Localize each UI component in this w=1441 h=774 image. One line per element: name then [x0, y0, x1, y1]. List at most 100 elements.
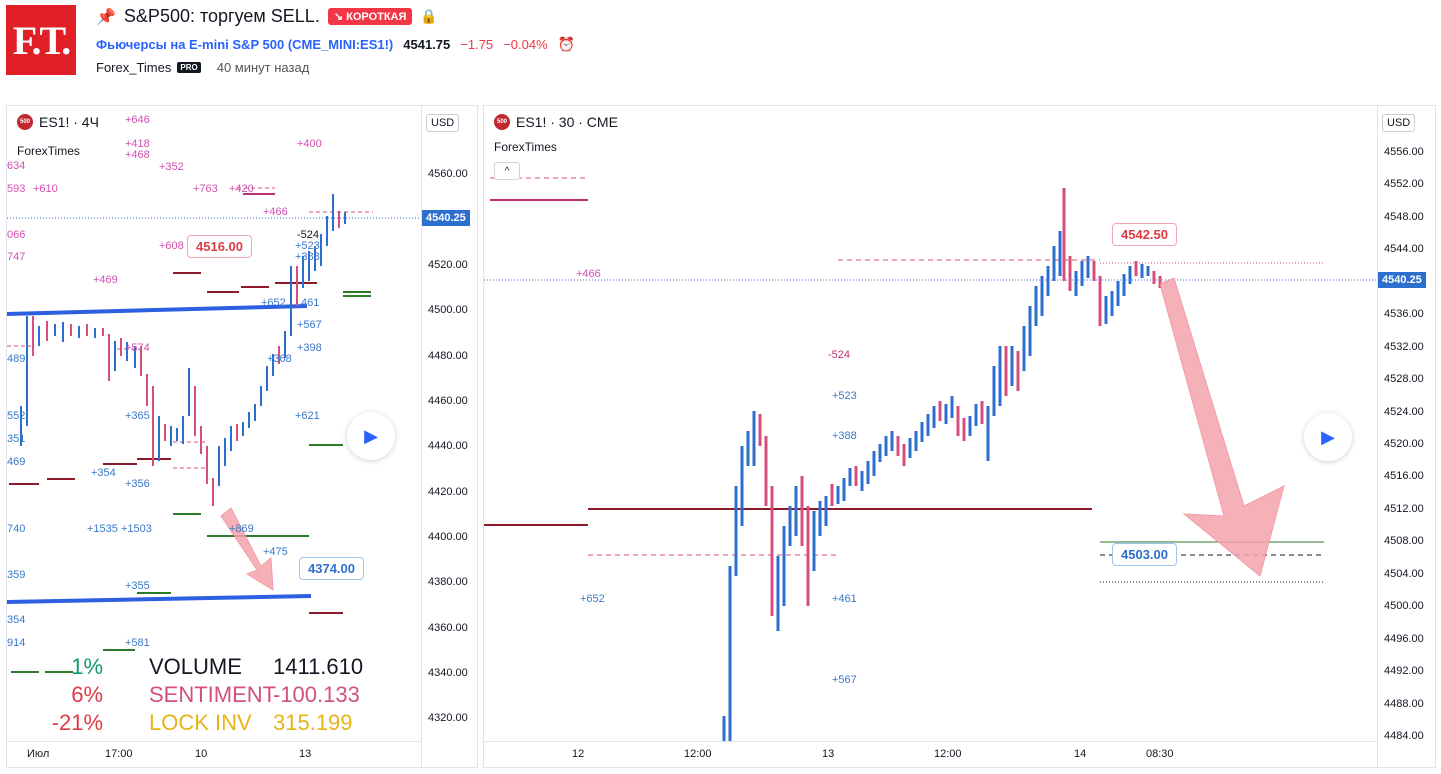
ann: +356 — [125, 478, 150, 490]
ann: +523 — [832, 390, 857, 402]
ann: +365 — [125, 410, 150, 422]
author-logo[interactable]: F.T. — [6, 5, 76, 75]
price-tick: 4420.00 — [428, 486, 468, 498]
alarm-clock-icon[interactable]: ⏰ — [557, 36, 576, 52]
price-tick: 4508.00 — [1384, 535, 1424, 547]
play-button[interactable]: ▶ — [1304, 413, 1352, 461]
price-change: −1.75 — [460, 37, 494, 52]
ann: 552 — [7, 410, 26, 422]
right-indicator-label: ForexTimes — [494, 140, 557, 154]
price-tick: 4380.00 — [428, 576, 468, 588]
left-candles — [20, 194, 346, 506]
price-tick: 4560.00 — [428, 168, 468, 180]
stat-label: VOLUME — [149, 654, 242, 679]
logo-text: F.T. — [12, 17, 72, 63]
time-label: 13 — [299, 748, 312, 760]
left-price-axis[interactable]: USD 4560.00 4540.25 4520.00 4500.00 4480… — [422, 105, 478, 768]
symbol-name: Фьючерсы на E-mini S&P 500 — [96, 37, 285, 52]
stats-row-sentiment: 6% SENTIMENT -100.133 — [7, 682, 421, 710]
right-chart-panel[interactable]: 500 ES1! · 30 · CME ForexTimes ^ +466 -5… — [483, 105, 1378, 768]
right-chart-canvas[interactable] — [484, 106, 1378, 768]
price-tick: 4320.00 — [428, 712, 468, 724]
left-chart-panel[interactable]: 500 ES1! · 4Ч ForexTimes +646 +418 +468 … — [6, 105, 422, 768]
ann: +418 — [125, 138, 150, 150]
time-label: 14 — [1074, 748, 1087, 760]
price-tick: 4480.00 — [428, 350, 468, 362]
ann: -524 — [828, 349, 851, 361]
price-tick: 4544.00 — [1384, 243, 1424, 255]
price-tick: 4488.00 — [1384, 698, 1424, 710]
time-label: 12:00 — [684, 748, 712, 760]
ann: -524 — [297, 229, 320, 241]
callout-high[interactable]: 4516.00 — [187, 235, 252, 258]
author-name[interactable]: Forex_Times — [96, 60, 172, 75]
ann: +652 — [261, 297, 286, 309]
stats-row-lock-inv: -21% LOCK INV 315.199 — [7, 710, 421, 738]
ann: +523 — [295, 240, 320, 252]
stat-value: 1411.610 — [273, 654, 364, 679]
idea-header: F.T. 📌 S&P500: торгуем SELL. ↘ КОРОТКАЯ … — [0, 0, 1441, 100]
currency-selector[interactable]: USD — [1382, 114, 1416, 132]
title-row: 📌 S&P500: торгуем SELL. ↘ КОРОТКАЯ 🔒 — [96, 6, 438, 27]
lock-icon: 🔒 — [420, 8, 438, 24]
right-legend[interactable]: 500 ES1! · 30 · CME — [494, 114, 618, 130]
ann: +646 — [125, 114, 150, 126]
ann: +355 — [125, 580, 150, 592]
es-symbol-icon: 500 — [17, 114, 33, 130]
ann: +388 — [295, 251, 320, 263]
price-tick: 4528.00 — [1384, 373, 1424, 385]
stat-value: -100.133 — [273, 682, 360, 707]
price-tick: 4360.00 — [428, 622, 468, 634]
play-button[interactable]: ▶ — [347, 412, 395, 460]
es-symbol-icon: 500 — [494, 114, 510, 130]
ann: +475 — [263, 546, 288, 558]
price-tick: 4340.00 — [428, 667, 468, 679]
left-chart-canvas[interactable] — [7, 106, 422, 768]
stat-label: LOCK INV — [149, 710, 252, 735]
stat-label: SENTIMENT — [149, 682, 277, 707]
time-label: 12 — [572, 748, 585, 760]
collapse-button[interactable]: ^ — [494, 162, 520, 180]
currency-selector[interactable]: USD — [426, 114, 460, 132]
ann: 634 — [7, 160, 26, 172]
price-tick: 4512.00 — [1384, 503, 1424, 515]
ann: +621 — [295, 410, 320, 422]
ann: +398 — [297, 342, 322, 354]
ann: 593 — [7, 183, 26, 195]
ann: 066 — [7, 229, 26, 241]
left-legend[interactable]: 500 ES1! · 4Ч — [17, 114, 99, 130]
price-tick: 4524.00 — [1384, 406, 1424, 418]
play-icon: ▶ — [364, 425, 378, 446]
ann: +567 — [297, 319, 322, 331]
ann: +461 — [832, 593, 857, 605]
price-tick: 4400.00 — [428, 531, 468, 543]
ann: 461 — [301, 297, 320, 309]
time-label: 10 — [195, 748, 208, 760]
callout-low[interactable]: 4503.00 — [1112, 543, 1177, 566]
time-label: 08:30 — [1146, 748, 1174, 760]
ann: +352 — [159, 161, 184, 173]
price-tick: 4440.00 — [428, 440, 468, 452]
callout-low[interactable]: 4374.00 — [299, 557, 364, 580]
ann: +1535 +1503 — [87, 523, 152, 535]
right-time-axis[interactable]: 12 12:00 13 12:00 14 08:30 — [484, 741, 1377, 767]
symbol-link[interactable]: Фьючерсы на E-mini S&P 500 (CME_MINI:ES1… — [96, 37, 393, 52]
stat-pct: -21% — [51, 710, 103, 735]
ann: +469 — [93, 274, 118, 286]
price-tick: 4484.00 — [1384, 730, 1424, 742]
callout-high[interactable]: 4542.50 — [1112, 223, 1177, 246]
ann: 469 — [7, 456, 26, 468]
ann: +400 — [297, 138, 322, 150]
left-time-axis[interactable]: Июл 17:00 10 13 — [7, 741, 421, 767]
price-tick: 4532.00 — [1384, 341, 1424, 353]
right-price-axis[interactable]: USD 4556.00 4552.00 4548.00 4544.00 4540… — [1378, 105, 1436, 768]
ann: +354 — [91, 467, 116, 479]
play-icon: ▶ — [1321, 426, 1335, 447]
time-label: 12:00 — [934, 748, 962, 760]
ann: +420 — [229, 183, 254, 195]
ann: +574 — [125, 342, 150, 354]
price-tick: 4516.00 — [1384, 470, 1424, 482]
ann: +466 — [263, 206, 288, 218]
stat-pct: 6% — [71, 682, 103, 707]
stat-value: 315.199 — [273, 710, 353, 735]
